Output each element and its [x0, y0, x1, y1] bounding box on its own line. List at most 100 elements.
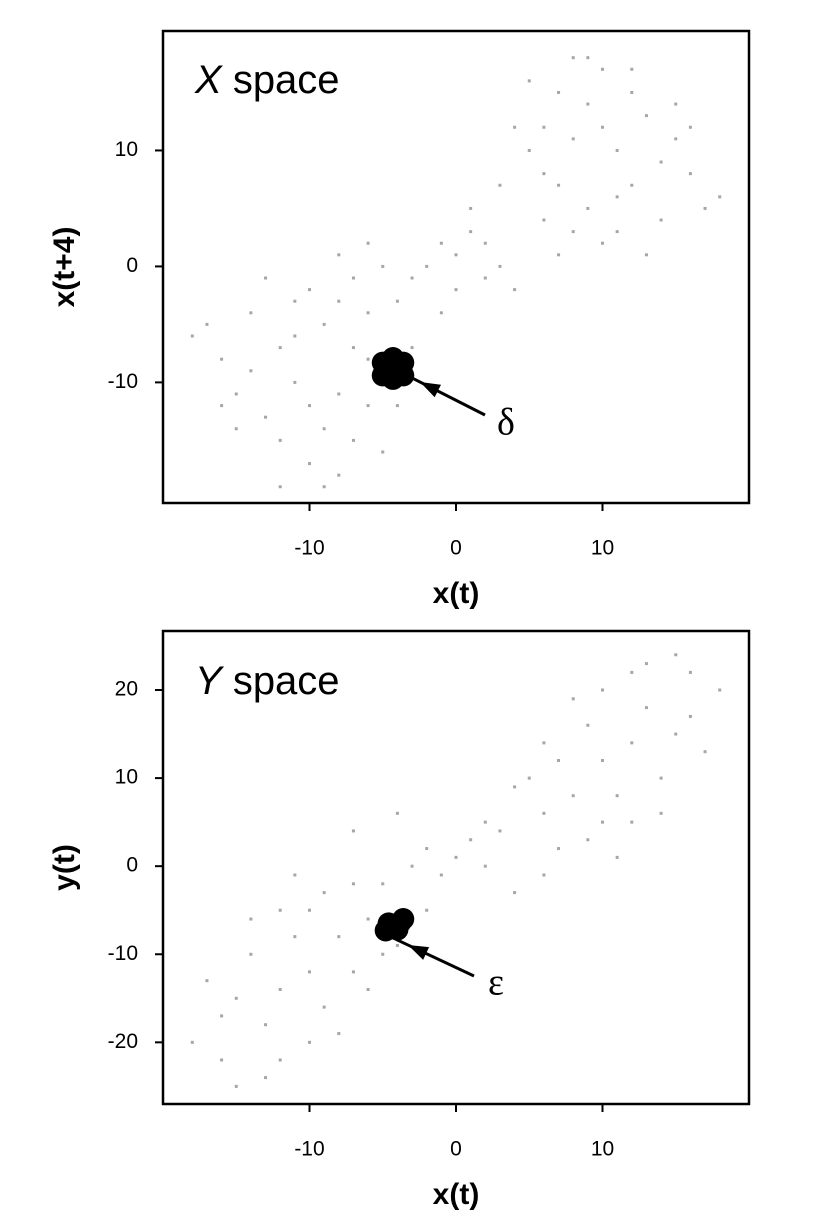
scatter-point — [674, 102, 678, 106]
plot-frame — [161, 29, 751, 505]
scatter-point — [586, 102, 590, 106]
scatter-point — [469, 230, 473, 234]
scatter-point — [498, 183, 502, 187]
scatter-point — [381, 450, 385, 454]
scatter-point — [351, 970, 355, 974]
scatter-point — [278, 908, 282, 912]
scatter-point — [410, 276, 414, 280]
scatter-point — [571, 697, 575, 701]
scatter-point — [557, 90, 561, 94]
scatter-point — [366, 311, 370, 315]
scatter-point — [615, 855, 619, 859]
plot-title: X space — [194, 58, 340, 102]
scatter-point — [659, 160, 663, 164]
scatter-point — [337, 473, 341, 477]
scatter-point — [601, 125, 604, 129]
scatter-point — [381, 952, 385, 956]
scatter-point — [454, 855, 458, 859]
scatter-point — [278, 1058, 282, 1062]
x-tick-label: 0 — [450, 1138, 462, 1161]
scatter-point — [498, 829, 502, 833]
scatter-point — [308, 908, 311, 912]
scatter-point — [220, 404, 224, 408]
x-tick-label: -10 — [294, 1138, 324, 1161]
scatter-point — [220, 357, 224, 361]
scatter-point — [454, 253, 458, 257]
scatter-point — [322, 427, 326, 431]
scatter-point — [630, 183, 634, 187]
scatter-point — [322, 485, 326, 489]
scatter-point — [513, 125, 517, 129]
scatter-point — [293, 380, 297, 384]
scatter-point — [586, 838, 590, 842]
scatter-point — [601, 758, 604, 762]
scatter-point — [220, 1058, 224, 1062]
scatter-point — [425, 847, 429, 851]
scatter-point — [718, 195, 722, 199]
arrow-head — [408, 945, 430, 960]
scatter-point — [234, 996, 238, 1000]
scatter-point — [351, 346, 355, 350]
x-tick-label: 0 — [450, 537, 462, 560]
scatter-point — [513, 785, 517, 789]
scatter-point — [278, 987, 282, 991]
x-axis-label: x(t) — [433, 1178, 480, 1211]
scatter-point — [264, 1023, 268, 1027]
y-tick-label: 10 — [115, 766, 138, 789]
scatter-point — [630, 90, 634, 94]
scatter-point — [278, 485, 282, 489]
annotation: δ — [497, 402, 515, 444]
scatter-point — [659, 776, 663, 780]
scatter-point — [688, 714, 692, 718]
scatter-point — [308, 462, 311, 466]
scatter-point — [644, 114, 648, 118]
scatter-point — [483, 241, 487, 245]
scatter-point — [278, 346, 282, 350]
y-tick-label: -10 — [108, 370, 138, 393]
scatter-point — [630, 820, 634, 824]
scatter-point — [395, 299, 399, 303]
scatter-point — [644, 253, 648, 257]
scatter-point — [190, 334, 194, 338]
scatter-point — [366, 987, 370, 991]
scatter-point — [264, 276, 268, 280]
scatter-point — [542, 873, 546, 877]
title-text: space — [233, 58, 340, 102]
scatter-point — [498, 264, 502, 268]
arrow-shaft — [394, 937, 475, 978]
scatter-point — [351, 438, 355, 442]
scatter-point — [381, 264, 385, 268]
scatter-point — [557, 758, 561, 762]
scatter-point — [395, 404, 399, 408]
scatter-point — [469, 838, 473, 842]
scatter-point — [630, 67, 634, 71]
x-tick-label: -10 — [294, 537, 324, 560]
y-tick-label: -20 — [108, 1030, 138, 1053]
scatter-point — [249, 917, 253, 921]
scatter-point — [703, 206, 707, 210]
scatter-point — [439, 241, 443, 245]
scatter-point — [366, 357, 370, 361]
scatter-point — [630, 741, 634, 745]
scatter-point — [557, 253, 561, 257]
scatter-point — [688, 125, 692, 129]
scatter-point — [615, 148, 619, 152]
scatter-point — [557, 847, 561, 851]
scatter-point — [220, 1014, 224, 1018]
scatter-point — [337, 935, 341, 939]
scatter-point — [293, 935, 297, 939]
scatter-point — [571, 137, 575, 141]
scatter-point — [395, 811, 399, 815]
scatter-point — [322, 891, 326, 895]
scatter-point — [337, 1032, 341, 1036]
scatter-point — [483, 276, 487, 280]
x-axis-label: x(t) — [433, 577, 480, 610]
scatter-point — [469, 206, 473, 210]
scatter-point — [688, 670, 692, 674]
scatter-point — [542, 125, 546, 129]
scatter-point — [601, 688, 604, 692]
y-axis-label: x(t+4) — [48, 227, 81, 308]
scatter-point — [264, 415, 268, 419]
